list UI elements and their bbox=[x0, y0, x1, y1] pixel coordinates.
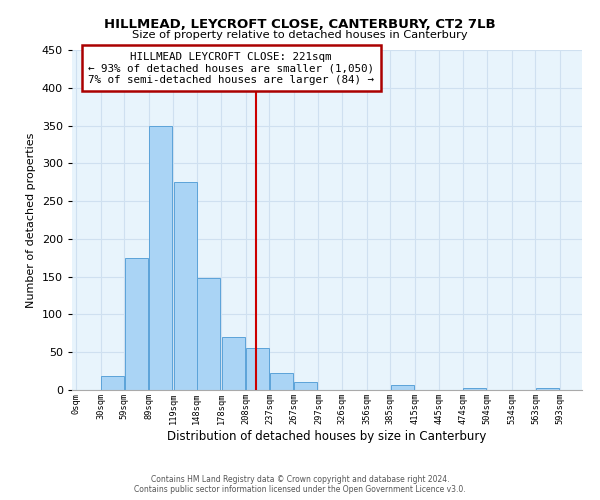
Bar bbox=[173, 182, 197, 390]
Bar bbox=[101, 376, 124, 390]
Bar bbox=[536, 388, 559, 390]
Bar bbox=[294, 382, 317, 390]
Bar bbox=[246, 348, 269, 390]
Text: Contains HM Land Registry data © Crown copyright and database right 2024.
Contai: Contains HM Land Registry data © Crown c… bbox=[134, 474, 466, 494]
Text: HILLMEAD LEYCROFT CLOSE: 221sqm
← 93% of detached houses are smaller (1,050)
7% : HILLMEAD LEYCROFT CLOSE: 221sqm ← 93% of… bbox=[88, 52, 374, 84]
Text: HILLMEAD, LEYCROFT CLOSE, CANTERBURY, CT2 7LB: HILLMEAD, LEYCROFT CLOSE, CANTERBURY, CT… bbox=[104, 18, 496, 30]
Bar bbox=[149, 126, 172, 390]
Bar bbox=[270, 374, 293, 390]
Bar bbox=[221, 337, 245, 390]
Bar bbox=[391, 386, 413, 390]
Bar bbox=[463, 388, 486, 390]
Y-axis label: Number of detached properties: Number of detached properties bbox=[26, 132, 36, 308]
Text: Size of property relative to detached houses in Canterbury: Size of property relative to detached ho… bbox=[132, 30, 468, 40]
Bar bbox=[197, 278, 220, 390]
Bar bbox=[125, 258, 148, 390]
X-axis label: Distribution of detached houses by size in Canterbury: Distribution of detached houses by size … bbox=[167, 430, 487, 443]
